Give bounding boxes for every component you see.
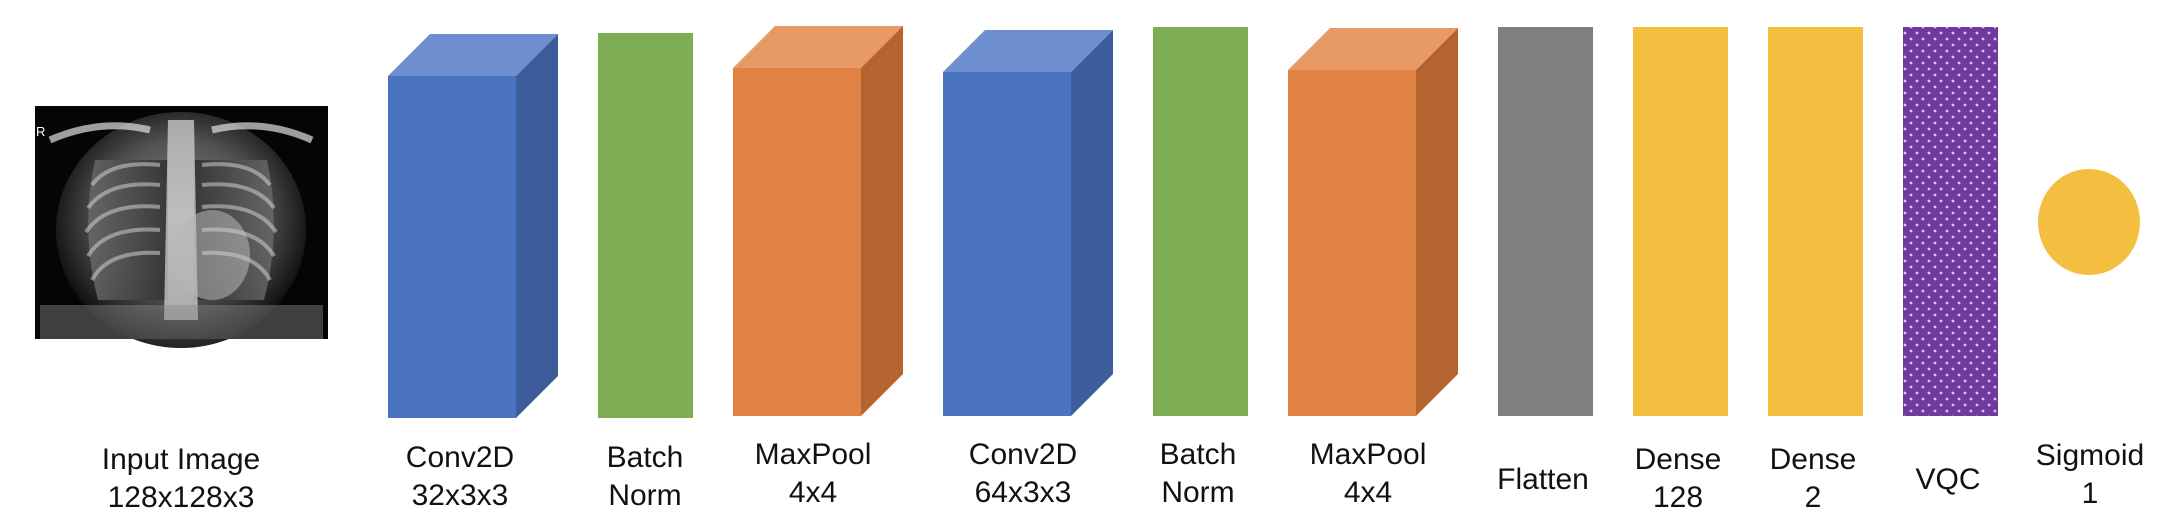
maxpool-1-block xyxy=(733,26,903,416)
dense-2-block xyxy=(1768,27,1863,416)
batch-norm-1-block xyxy=(598,33,693,418)
label-dense-2: Dense 2 xyxy=(1769,443,1857,514)
label-vqc: VQC xyxy=(1915,463,1981,496)
label-batch-norm-1: Batch Norm xyxy=(606,441,684,512)
label-input: Input Image 128x128x3 xyxy=(101,443,261,514)
label-dense-128: Dense 128 xyxy=(1634,443,1722,514)
label-sigmoid: Sigmoid 1 xyxy=(2035,439,2145,510)
batch-norm-2-block xyxy=(1153,27,1248,416)
vqc-block xyxy=(1903,27,1998,416)
label-maxpool-2: MaxPool 4x4 xyxy=(1309,438,1427,509)
conv2d-1-block xyxy=(388,34,558,418)
label-batch-norm-2: Batch Norm xyxy=(1159,438,1237,509)
image-marker-text: R xyxy=(36,124,45,139)
input-xray-image: R xyxy=(35,106,328,348)
label-conv2d-2: Conv2D 64x3x3 xyxy=(968,438,1078,509)
label-flatten: Flatten xyxy=(1497,463,1589,496)
maxpool-2-block xyxy=(1288,28,1458,416)
label-conv2d-1: Conv2D 32x3x3 xyxy=(405,441,515,512)
conv2d-2-block xyxy=(943,30,1113,416)
label-maxpool-1: MaxPool 4x4 xyxy=(754,438,872,509)
flatten-block xyxy=(1498,27,1593,416)
sigmoid-output-circle xyxy=(2038,169,2140,275)
dense-128-block xyxy=(1633,27,1728,416)
